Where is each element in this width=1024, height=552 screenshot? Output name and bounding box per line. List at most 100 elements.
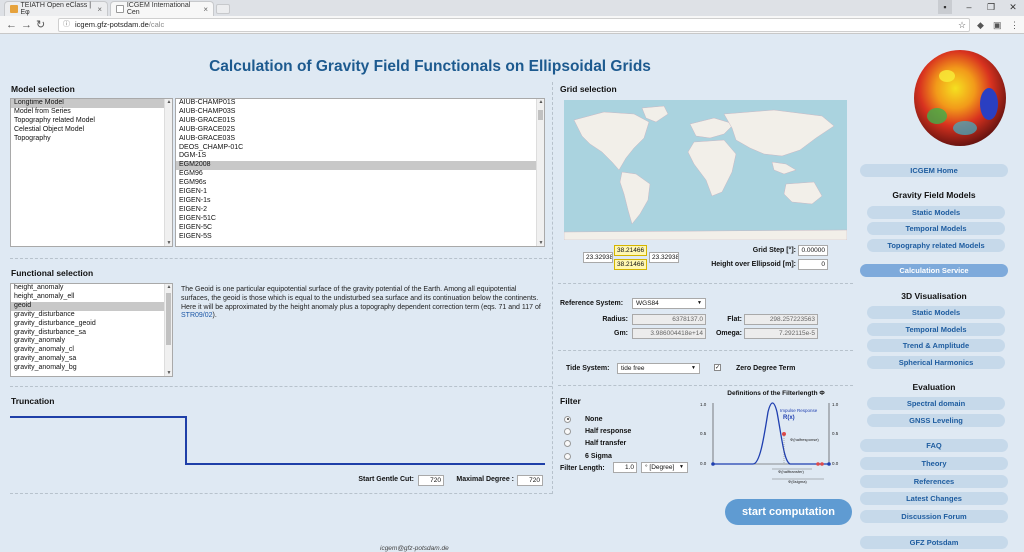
- scroll-up-icon[interactable]: ▲: [538, 99, 544, 105]
- model-category-item[interactable]: Topography: [14, 134, 51, 142]
- model-item[interactable]: EGM96: [179, 170, 203, 178]
- radio-button[interactable]: [564, 415, 571, 423]
- model-item[interactable]: AIUB-GRACE02S: [179, 125, 236, 133]
- model-item[interactable]: AIUB-GRACE01S: [179, 116, 236, 124]
- west-lon-input[interactable]: 23.32938: [583, 252, 613, 263]
- functional-item[interactable]: height_anomaly: [14, 284, 64, 291]
- sidebar-icgem-home[interactable]: ICGEM Home: [860, 164, 1008, 177]
- scroll-thumb[interactable]: [538, 110, 543, 120]
- functional-item[interactable]: gravity_disturbance: [14, 310, 75, 318]
- radio-button[interactable]: [564, 428, 571, 436]
- footer-email[interactable]: icgem@gfz-potsdam.de: [380, 545, 449, 552]
- filter-option-none[interactable]: None: [564, 413, 631, 425]
- back-icon[interactable]: ←: [6, 19, 17, 31]
- close-icon[interactable]: ×: [97, 4, 102, 14]
- bookmark-star-icon[interactable]: ☆: [958, 20, 967, 30]
- functional-item[interactable]: gravity_anomaly_bg: [14, 364, 77, 372]
- extension-icon[interactable]: ◆: [977, 20, 984, 30]
- scroll-down-icon[interactable]: ▼: [166, 240, 172, 246]
- sidebar-references[interactable]: References: [860, 475, 1008, 488]
- close-icon[interactable]: ×: [203, 4, 208, 14]
- minimize-icon[interactable]: –: [966, 2, 972, 12]
- model-item[interactable]: EGM2008: [176, 161, 544, 171]
- model-item[interactable]: EIGEN-5C: [179, 223, 213, 231]
- radio-button[interactable]: [564, 440, 571, 448]
- filter-option-half-transfer[interactable]: Half transfer: [564, 438, 631, 450]
- radio-button[interactable]: [564, 452, 571, 460]
- model-item[interactable]: DEOS_CHAMP-01C: [179, 143, 244, 151]
- tide-system-select[interactable]: tide free ▼: [617, 363, 700, 374]
- model-item[interactable]: AIUB-GRACE03S: [179, 134, 236, 142]
- reference-system-select[interactable]: WGS84 ▼: [632, 298, 706, 309]
- functional-list[interactable]: height_anomaly height_anomaly_ell geoid gra…: [10, 283, 173, 377]
- north-lat-input[interactable]: 38.21466: [614, 245, 647, 256]
- model-category-item[interactable]: Celestial Object Model: [14, 125, 85, 133]
- scroll-up-icon[interactable]: ▲: [166, 284, 172, 290]
- model-item[interactable]: DGM-1S: [179, 152, 207, 160]
- height-input[interactable]: 0: [798, 259, 828, 270]
- scrollbar[interactable]: ▲ ▼: [164, 99, 172, 246]
- sidebar-latest-changes[interactable]: Latest Changes: [860, 492, 1008, 505]
- scrollbar[interactable]: ▲ ▼: [164, 284, 172, 376]
- model-item[interactable]: EIGEN-1: [179, 188, 208, 196]
- sidebar-topography-models[interactable]: Topography related Models: [867, 239, 1005, 252]
- filter-option-half-response[interactable]: Half response: [564, 425, 631, 437]
- sidebar-theory[interactable]: Theory: [860, 457, 1008, 470]
- start-computation-button[interactable]: start computation: [725, 499, 852, 525]
- sidebar-gnss-leveling[interactable]: GNSS Leveling: [867, 414, 1005, 427]
- sidebar-spectral-domain[interactable]: Spectral domain: [867, 397, 1005, 410]
- scrollbar[interactable]: ▲ ▼: [536, 99, 544, 246]
- new-tab-button[interactable]: [216, 4, 230, 14]
- sidebar-faq[interactable]: FAQ: [860, 439, 1008, 452]
- sidebar-trend-amplitude[interactable]: Trend & Amplitude: [867, 339, 1005, 352]
- forward-icon[interactable]: →: [21, 19, 32, 31]
- model-item[interactable]: EIGEN-51C: [179, 214, 216, 222]
- model-item[interactable]: AIUB-CHAMP03S: [179, 107, 236, 115]
- scroll-up-icon[interactable]: ▲: [166, 99, 172, 105]
- model-category-item[interactable]: Model from Series: [14, 107, 71, 115]
- functional-item[interactable]: geoid: [11, 301, 172, 311]
- world-map[interactable]: [564, 100, 847, 240]
- south-lat-input[interactable]: 38.21466: [614, 259, 647, 270]
- scroll-down-icon[interactable]: ▼: [538, 240, 544, 246]
- menu-icon[interactable]: ⋮: [1010, 20, 1019, 30]
- extension-icon[interactable]: ▣: [993, 20, 1002, 30]
- scroll-down-icon[interactable]: ▼: [166, 370, 172, 376]
- sidebar-spherical-harmonics[interactable]: Spherical Harmonics: [867, 356, 1005, 369]
- profile-icon[interactable]: ▪: [938, 0, 952, 14]
- grid-step-input[interactable]: 0.00000: [798, 245, 828, 256]
- model-item[interactable]: EIGEN-1s: [179, 196, 211, 204]
- functional-item[interactable]: gravity_anomaly_cl: [14, 346, 74, 354]
- model-item[interactable]: EGM96s: [179, 179, 207, 187]
- model-item[interactable]: EIGEN-5S: [179, 232, 212, 240]
- model-list[interactable]: AIUB-CHAMP01S AIUB-CHAMP03S AIUB-GRACE01S A…: [175, 98, 545, 247]
- filter-length-input[interactable]: 1.0: [613, 462, 637, 473]
- sidebar-static-models[interactable]: Static Models: [867, 206, 1005, 219]
- model-category-item[interactable]: Longtime Model: [11, 99, 172, 108]
- sidebar-discussion-forum[interactable]: Discussion Forum: [860, 510, 1008, 523]
- model-item[interactable]: EIGEN-2: [179, 205, 208, 213]
- sidebar-vis-temporal-models[interactable]: Temporal Models: [867, 323, 1005, 336]
- restore-icon[interactable]: ❐: [986, 2, 996, 12]
- str-link[interactable]: STR09/02: [181, 312, 213, 320]
- sidebar-gfz-potsdam[interactable]: GFZ Potsdam: [860, 536, 1008, 549]
- functional-item[interactable]: gravity_anomaly: [14, 337, 65, 345]
- sidebar-vis-static-models[interactable]: Static Models: [867, 306, 1005, 319]
- sidebar-temporal-models[interactable]: Temporal Models: [867, 222, 1005, 235]
- browser-tab-icgem[interactable]: ICGEM International Cen ×: [110, 1, 214, 16]
- info-icon[interactable]: ⓘ: [63, 21, 70, 28]
- east-lon-input[interactable]: 23.32938: [649, 252, 679, 263]
- filter-unit-select[interactable]: ° [Degree] ▼: [641, 462, 688, 473]
- close-window-icon[interactable]: ✕: [1009, 2, 1017, 12]
- functional-item[interactable]: height_anomaly_ell: [14, 292, 75, 300]
- sidebar-calculation-service[interactable]: Calculation Service: [860, 264, 1008, 277]
- model-item[interactable]: AIUB-CHAMP01S: [179, 99, 236, 106]
- functional-item[interactable]: gravity_anomaly_sa: [14, 355, 77, 363]
- zero-degree-checkbox[interactable]: ✓: [714, 364, 721, 371]
- filter-option-6-sigma[interactable]: 6 Sigma: [564, 450, 631, 462]
- model-category-item[interactable]: Topography related Model: [14, 116, 95, 124]
- reload-icon[interactable]: ↻: [36, 19, 46, 31]
- model-category-list[interactable]: Longtime Model Model from Series Topograph…: [10, 98, 173, 247]
- scroll-thumb[interactable]: [166, 293, 171, 345]
- maximal-degree-input[interactable]: 720: [517, 475, 543, 486]
